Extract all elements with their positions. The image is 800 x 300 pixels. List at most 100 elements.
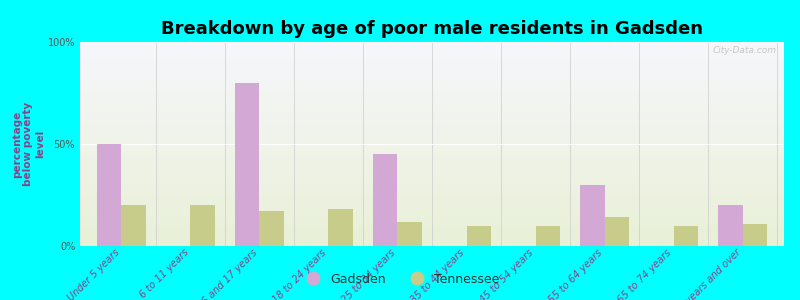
Bar	[98, 144, 122, 246]
Bar	[80, 142, 784, 144]
Bar	[80, 236, 784, 238]
Bar	[80, 46, 784, 48]
Bar	[80, 99, 784, 101]
Bar	[80, 134, 784, 136]
Bar	[80, 205, 784, 207]
Bar	[580, 185, 605, 246]
Bar	[80, 207, 784, 209]
Bar	[80, 50, 784, 52]
Bar	[80, 54, 784, 56]
Bar	[80, 181, 784, 183]
Bar	[235, 83, 259, 246]
Bar	[80, 167, 784, 169]
Bar	[80, 154, 784, 156]
Bar	[80, 193, 784, 195]
Bar	[80, 203, 784, 205]
Bar	[466, 226, 490, 246]
Bar	[80, 64, 784, 67]
Bar	[80, 83, 784, 85]
Bar	[329, 209, 353, 246]
Bar	[80, 48, 784, 50]
Bar	[80, 67, 784, 68]
Bar	[80, 77, 784, 79]
Bar	[742, 224, 766, 246]
Bar	[80, 244, 784, 246]
Bar	[718, 205, 742, 246]
Bar	[80, 209, 784, 211]
Bar	[80, 191, 784, 193]
Bar	[80, 140, 784, 142]
Bar	[535, 226, 560, 246]
Bar	[80, 213, 784, 215]
Bar	[80, 44, 784, 46]
Bar	[80, 199, 784, 201]
Bar	[80, 220, 784, 221]
Bar	[80, 138, 784, 140]
Bar	[80, 116, 784, 118]
Bar	[80, 215, 784, 217]
Bar	[80, 136, 784, 138]
Bar	[80, 146, 784, 148]
Bar	[80, 107, 784, 109]
Bar	[80, 152, 784, 154]
Bar	[80, 126, 784, 128]
Bar	[80, 118, 784, 119]
Bar	[80, 62, 784, 64]
Bar	[80, 156, 784, 158]
Bar	[80, 122, 784, 124]
Bar	[80, 170, 784, 172]
Bar	[80, 75, 784, 77]
Bar	[80, 113, 784, 116]
Bar	[80, 164, 784, 166]
Bar	[80, 79, 784, 81]
Bar	[80, 130, 784, 132]
Bar	[80, 101, 784, 103]
Bar	[80, 95, 784, 97]
Bar	[80, 87, 784, 89]
Bar	[80, 187, 784, 189]
Bar	[190, 205, 214, 246]
Bar	[80, 111, 784, 113]
Bar	[80, 195, 784, 197]
Bar	[80, 175, 784, 177]
Bar	[80, 230, 784, 232]
Bar	[398, 221, 422, 246]
Bar	[80, 128, 784, 130]
Bar	[80, 218, 784, 220]
Bar	[80, 70, 784, 73]
Bar	[80, 160, 784, 162]
Bar	[80, 42, 784, 44]
Bar	[80, 81, 784, 83]
Bar	[80, 93, 784, 95]
Bar	[80, 172, 784, 175]
Bar	[80, 60, 784, 62]
Bar	[80, 52, 784, 54]
Text: City-Data.com: City-Data.com	[713, 46, 777, 55]
Bar	[80, 201, 784, 203]
Bar	[80, 109, 784, 111]
Y-axis label: percentage
below poverty
level: percentage below poverty level	[12, 102, 45, 186]
Bar	[80, 232, 784, 234]
Bar	[80, 124, 784, 126]
Bar	[605, 218, 629, 246]
Bar	[80, 177, 784, 179]
Bar	[80, 189, 784, 191]
Legend: Gadsden, Tennessee: Gadsden, Tennessee	[295, 268, 505, 291]
Bar	[80, 150, 784, 152]
Bar	[80, 56, 784, 58]
Title: Breakdown by age of poor male residents in Gadsden: Breakdown by age of poor male residents …	[161, 20, 703, 38]
Bar	[80, 238, 784, 240]
Bar	[80, 162, 784, 164]
Bar	[80, 89, 784, 91]
Bar	[80, 234, 784, 236]
Bar	[80, 169, 784, 170]
Bar	[122, 205, 146, 246]
Bar	[80, 197, 784, 199]
Bar	[80, 91, 784, 93]
Bar	[259, 211, 284, 246]
Bar	[80, 148, 784, 150]
Bar	[80, 85, 784, 87]
Bar	[80, 228, 784, 230]
Bar	[80, 68, 784, 70]
Bar	[80, 119, 784, 122]
